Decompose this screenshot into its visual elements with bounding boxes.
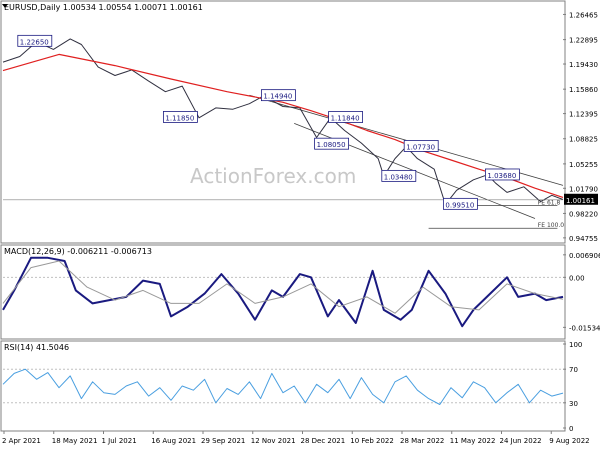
- price-annotation: 1.11850: [162, 111, 198, 123]
- macd-tick-label: -0.015348: [569, 324, 600, 332]
- x-tick-label: 11 May 2022: [450, 437, 496, 445]
- x-tick-label: 24 Jun 2022: [500, 437, 542, 445]
- x-tick-label: 1 Jul 2021: [102, 437, 137, 445]
- price-annotation-box: [260, 89, 296, 102]
- price-tick-label: 0.98220: [569, 210, 598, 218]
- x-tick-label: 2 Apr 2021: [2, 437, 41, 445]
- x-tick-label: 16 Aug 2021: [151, 437, 196, 445]
- price-annotation-text: 1.11840: [331, 114, 360, 122]
- price-title: EURUSD,Daily 1.00534 1.00554 1.00071 1.0…: [4, 3, 203, 12]
- price-annotation-box: [484, 168, 520, 181]
- price-annotation-box: [314, 137, 350, 150]
- x-tick-label: 18 May 2021: [52, 437, 98, 445]
- price-annotation: 1.03480: [381, 169, 417, 182]
- macd-tick-label: 0.006906: [569, 252, 600, 260]
- price-panel: [0, 0, 566, 244]
- rsi-title: RSI(14) 41.5046: [4, 343, 69, 352]
- price-annotation: 1.11840: [328, 111, 364, 123]
- price-annotation-box: [328, 111, 364, 123]
- watermark: ActionForex.com: [190, 164, 356, 188]
- macd-series-signal: [2, 260, 564, 314]
- price-tick-label: 1.19430: [569, 61, 598, 69]
- price-tick-label: 1.26465: [569, 11, 598, 19]
- current-price-box: [564, 193, 598, 205]
- price-tick-label: 0.94755: [569, 235, 598, 243]
- price-annotation: 1.08050: [314, 137, 350, 150]
- rsi-tick-label: 0: [569, 425, 573, 433]
- macd-tick-label: 0.00: [569, 274, 585, 282]
- macd-layer: [2, 256, 564, 328]
- price-tick-label: 1.01790: [569, 185, 598, 193]
- current-price-label: 1.00161: [566, 197, 595, 205]
- macd-title: MACD(12,26,9) -0.006211 -0.006713: [4, 247, 152, 256]
- rsi-series-rsi: [2, 368, 564, 405]
- price-tick-label: 1.15860: [569, 86, 598, 94]
- price-annotation: 1.22650: [17, 34, 53, 47]
- price-annotation: 1.14940: [260, 89, 296, 102]
- macd-series-macd: [2, 256, 564, 328]
- x-tick-label: 12 Nov 2021: [251, 437, 296, 445]
- price-annotation-text: 0.99510: [445, 201, 474, 209]
- fib-label: FE 61.8: [538, 199, 561, 206]
- x-tick-label: 10 Feb 2022: [350, 437, 394, 445]
- price-annotation-text: 1.07730: [406, 143, 435, 151]
- price-annotation-text: 1.03480: [384, 173, 413, 181]
- x-tick-label: 28 Dec 2021: [301, 437, 346, 445]
- price-annotation-box: [381, 169, 417, 182]
- rsi-layer: [2, 368, 564, 405]
- price-layer: 1.22650 1.11850 1.14940 1.11840 1.08050 1.077…: [2, 34, 565, 229]
- dropdown-triangle-icon[interactable]: [2, 4, 8, 8]
- rsi-tick-label: 30: [569, 400, 578, 408]
- price-annotation: 1.07730: [403, 140, 439, 152]
- price-annotation-box: [403, 140, 439, 152]
- price-annotation-text: 1.22650: [20, 38, 49, 46]
- price-annotation-box: [442, 197, 478, 210]
- price-tick-label: 1.05255: [569, 161, 598, 169]
- axis-layer: 1.26465 1.22895 1.19430 1.15860 1.12395 1.088…: [2, 11, 600, 445]
- price-tick-label: 1.22895: [569, 37, 598, 45]
- rsi-tick-label: 70: [569, 366, 578, 374]
- price-tick-label: 1.08825: [569, 136, 598, 144]
- rsi-tick-label: 100: [569, 341, 582, 349]
- price-annotation-text: 1.03680: [487, 172, 516, 180]
- x-tick-label: 9 Aug 2022: [549, 437, 589, 445]
- price-annotation-text: 1.11850: [165, 114, 194, 122]
- price-series-price: [2, 38, 564, 205]
- price-tick-label: 1.12395: [569, 111, 598, 119]
- x-tick-label: 28 Mar 2022: [400, 437, 444, 445]
- price-annotation-box: [162, 111, 198, 123]
- fib-label: FE 100.0: [538, 222, 565, 229]
- price-annotation: 0.99510: [442, 197, 478, 210]
- price-annotation-box: [17, 34, 53, 47]
- macd-panel: [0, 244, 566, 340]
- price-annotation-text: 1.14940: [263, 93, 292, 101]
- price-annotation: 1.03680: [484, 168, 520, 181]
- price-annotation-text: 1.08050: [317, 141, 346, 149]
- x-tick-label: 29 Sep 2021: [201, 437, 245, 445]
